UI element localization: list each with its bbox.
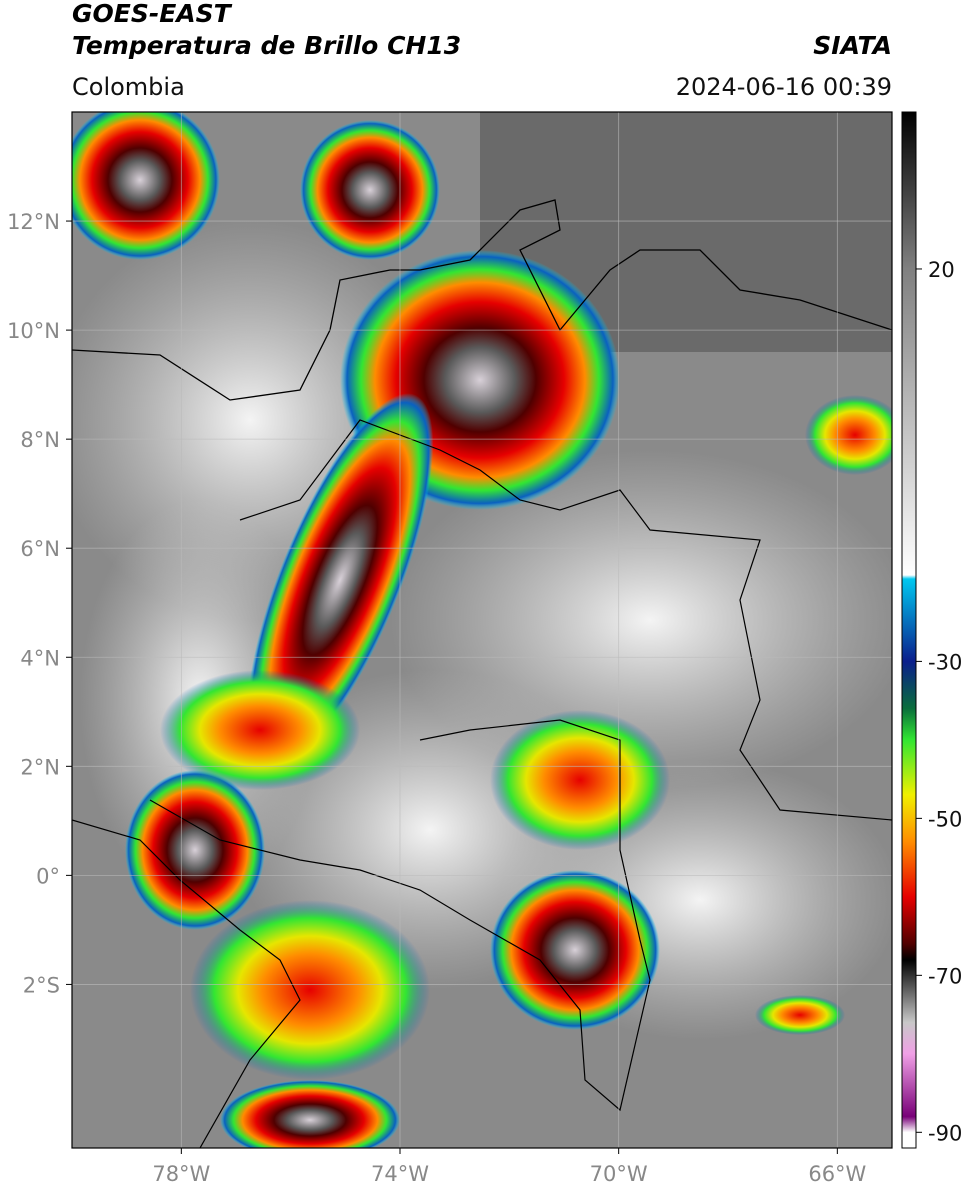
colorbar-tick-label: -70 <box>928 964 962 988</box>
colorbar-tick-label: 20 <box>928 258 955 282</box>
y-tick-label: 2°S <box>23 973 60 997</box>
y-tick-label: 12°N <box>7 210 60 234</box>
x-tick-label: 70°W <box>590 1162 648 1186</box>
product: Temperatura de Brillo CH13 <box>72 31 461 60</box>
satellite-image <box>72 112 892 1148</box>
y-tick-label: 2°N <box>20 755 60 779</box>
colorbar-tick-label: -50 <box>928 807 962 831</box>
region: Colombia <box>72 73 185 101</box>
x-tick-label: 78°W <box>152 1162 210 1186</box>
map-frame <box>71 111 893 1149</box>
y-tick-label: 6°N <box>20 537 60 561</box>
x-tick-label: 74°W <box>371 1162 429 1186</box>
x-tick-label: 66°W <box>808 1162 866 1186</box>
y-tick-label: 4°N <box>20 646 60 670</box>
satellite: GOES-EAST <box>72 0 233 28</box>
y-tick-label: 8°N <box>20 428 60 452</box>
colorbar: 20 -30 -50 -70 -90 <box>901 111 962 1149</box>
y-tick-label: 0° <box>36 864 60 888</box>
colorbar-tick-label: -30 <box>928 650 962 674</box>
y-tick-label: 10°N <box>7 319 60 343</box>
colorbar-scale <box>901 111 917 1149</box>
colorbar-tick-label: -90 <box>928 1121 962 1145</box>
source: SIATA <box>813 31 892 60</box>
datetime: 2024-06-16 00:39 <box>676 73 892 101</box>
graticule <box>72 112 892 1148</box>
